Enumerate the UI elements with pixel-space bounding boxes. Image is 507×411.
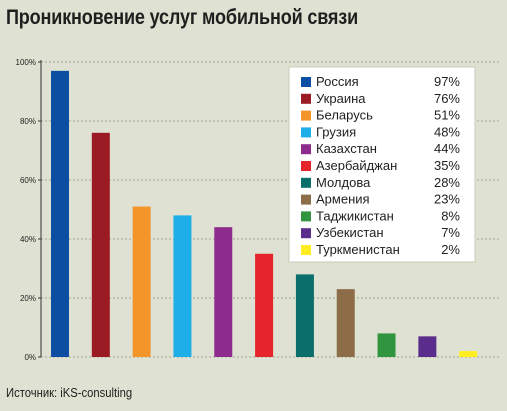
legend-swatch — [301, 110, 311, 121]
legend-label: Украина — [316, 91, 366, 106]
legend-label: Армения — [316, 192, 370, 207]
bar-11 — [459, 351, 478, 357]
legend-box — [288, 66, 476, 263]
legend-value: 35% — [434, 158, 460, 173]
y-tick-label: 60% — [20, 176, 36, 185]
legend-swatch — [301, 211, 311, 222]
legend-swatch — [301, 77, 311, 87]
legend-swatch — [301, 144, 311, 155]
y-tick-label: 20% — [20, 294, 36, 303]
legend-label: Молдова — [316, 175, 371, 190]
bar-1 — [51, 70, 69, 357]
y-tick-label: 80% — [20, 117, 36, 126]
legend-label: Казахстан — [316, 141, 377, 156]
legend-label: Туркменистан — [316, 242, 400, 257]
legend-value: 28% — [434, 175, 460, 190]
legend-value: 97% — [434, 74, 460, 89]
legend-swatch — [301, 127, 311, 138]
bar-7 — [295, 274, 314, 357]
source-note: Источник: iKS-consulting — [6, 386, 133, 400]
legend-label: Азербайджан — [316, 158, 397, 173]
bar-8 — [336, 289, 355, 357]
legend-value: 8% — [441, 208, 460, 223]
y-axis: 0% 20% 40% 60% 80% 100% — [16, 58, 42, 362]
legend-swatch — [301, 93, 311, 104]
bar-9 — [377, 333, 396, 357]
legend-value: 44% — [434, 141, 460, 156]
y-tick-label: 0% — [24, 353, 36, 362]
chart-title: Проникновение услуг мобильной связи — [6, 6, 359, 29]
legend-value: 23% — [434, 192, 460, 207]
legend-value: 7% — [441, 225, 460, 240]
legend-swatch — [301, 245, 311, 255]
legend: Россия 97% Украина 76% Беларусь 51% Грузия 48% К… — [288, 66, 476, 263]
legend-label: Таджикистан — [316, 208, 394, 223]
bar-5 — [214, 227, 233, 357]
legend-label: Россия — [316, 74, 359, 89]
legend-value: 51% — [434, 108, 460, 123]
y-tick-label: 40% — [20, 235, 36, 244]
bar-2 — [91, 132, 110, 357]
legend-swatch — [301, 177, 311, 188]
bar-3 — [132, 206, 151, 357]
bar-4 — [173, 215, 192, 357]
legend-swatch — [301, 194, 311, 205]
legend-value: 48% — [434, 124, 460, 139]
bar-6 — [255, 253, 274, 357]
bar-10 — [418, 336, 437, 357]
bars — [51, 70, 478, 357]
legend-label: Грузия — [316, 124, 356, 139]
legend-label: Беларусь — [316, 108, 373, 123]
legend-value: 76% — [434, 91, 460, 106]
y-tick-label: 100% — [16, 58, 36, 67]
legend-swatch — [301, 228, 311, 239]
legend-label: Узбекистан — [316, 225, 384, 240]
legend-value: 2% — [441, 242, 460, 257]
legend-swatch — [301, 161, 311, 171]
